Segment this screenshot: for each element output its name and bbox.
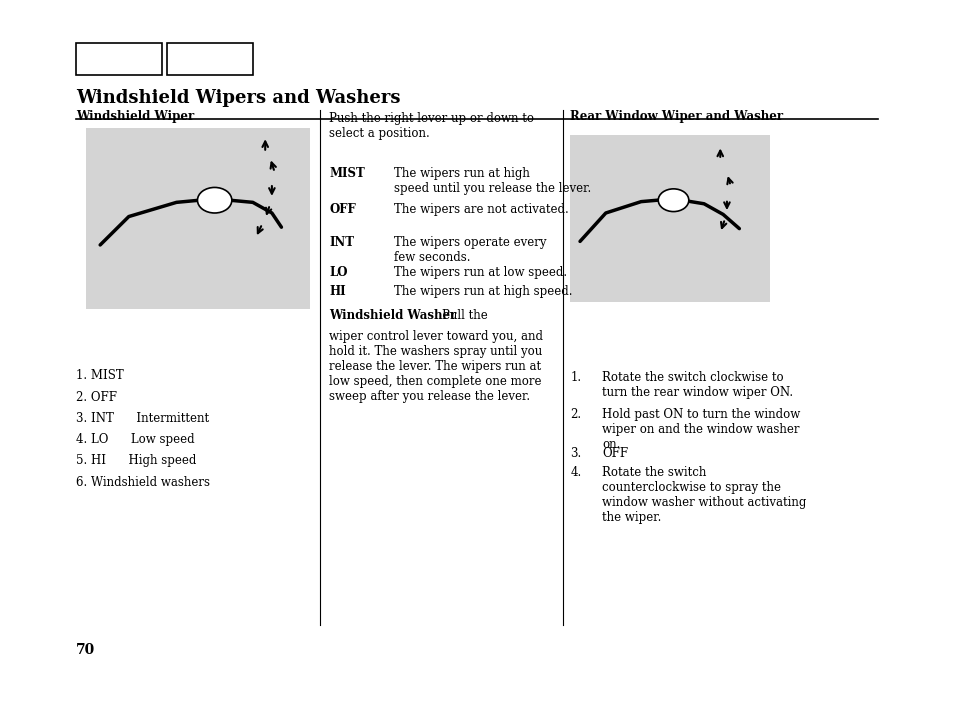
Text: wiper control lever toward you, and
hold it. The washers spray until you
release: wiper control lever toward you, and hold… bbox=[329, 330, 542, 403]
Text: OFF: OFF bbox=[601, 447, 627, 460]
Text: Hold past ON to turn the window
wiper on and the window washer
on.: Hold past ON to turn the window wiper on… bbox=[601, 408, 800, 452]
Circle shape bbox=[197, 187, 232, 213]
Text: 6. Windshield washers: 6. Windshield washers bbox=[76, 476, 210, 488]
Text: 2. OFF: 2. OFF bbox=[76, 391, 117, 403]
Bar bbox=[76, 43, 162, 75]
Text: 4. LO      Low speed: 4. LO Low speed bbox=[76, 433, 194, 446]
Text: The wipers operate every
few seconds.: The wipers operate every few seconds. bbox=[394, 236, 546, 263]
Text: 1. MIST: 1. MIST bbox=[76, 369, 124, 382]
Circle shape bbox=[658, 189, 688, 212]
Text: INT: INT bbox=[329, 236, 354, 248]
Text: Rotate the switch clockwise to
turn the rear window wiper ON.: Rotate the switch clockwise to turn the … bbox=[601, 371, 792, 398]
Text: The wipers run at high speed.: The wipers run at high speed. bbox=[394, 285, 572, 298]
Text: Pull the: Pull the bbox=[441, 309, 487, 322]
Text: 3.: 3. bbox=[570, 447, 581, 460]
Text: Windshield Washer: Windshield Washer bbox=[329, 309, 456, 322]
Text: LO: LO bbox=[329, 266, 347, 279]
Text: Windshield Wipers and Washers: Windshield Wipers and Washers bbox=[76, 89, 400, 106]
Text: The wipers run at low speed.: The wipers run at low speed. bbox=[394, 266, 566, 279]
Bar bbox=[569, 135, 769, 302]
Text: 1.: 1. bbox=[570, 371, 581, 383]
Text: 4.: 4. bbox=[570, 466, 581, 479]
Bar bbox=[86, 128, 310, 309]
Text: 70: 70 bbox=[76, 643, 95, 657]
Text: Windshield Wiper: Windshield Wiper bbox=[76, 110, 194, 123]
Text: 5. HI      High speed: 5. HI High speed bbox=[76, 454, 196, 467]
Text: The wipers are not activated.: The wipers are not activated. bbox=[394, 203, 568, 216]
Text: The wipers run at high
speed until you release the lever.: The wipers run at high speed until you r… bbox=[394, 167, 591, 195]
Text: Push the right lever up or down to
select a position.: Push the right lever up or down to selec… bbox=[329, 112, 534, 140]
Text: HI: HI bbox=[329, 285, 345, 298]
Text: Rotate the switch
counterclockwise to spray the
window washer without activating: Rotate the switch counterclockwise to sp… bbox=[601, 466, 805, 525]
Text: OFF: OFF bbox=[329, 203, 355, 216]
Text: 3. INT      Intermittent: 3. INT Intermittent bbox=[76, 412, 210, 425]
Text: Rear Window Wiper and Washer: Rear Window Wiper and Washer bbox=[570, 110, 782, 123]
Text: MIST: MIST bbox=[329, 167, 364, 180]
Bar bbox=[167, 43, 253, 75]
Text: 2.: 2. bbox=[570, 408, 581, 421]
